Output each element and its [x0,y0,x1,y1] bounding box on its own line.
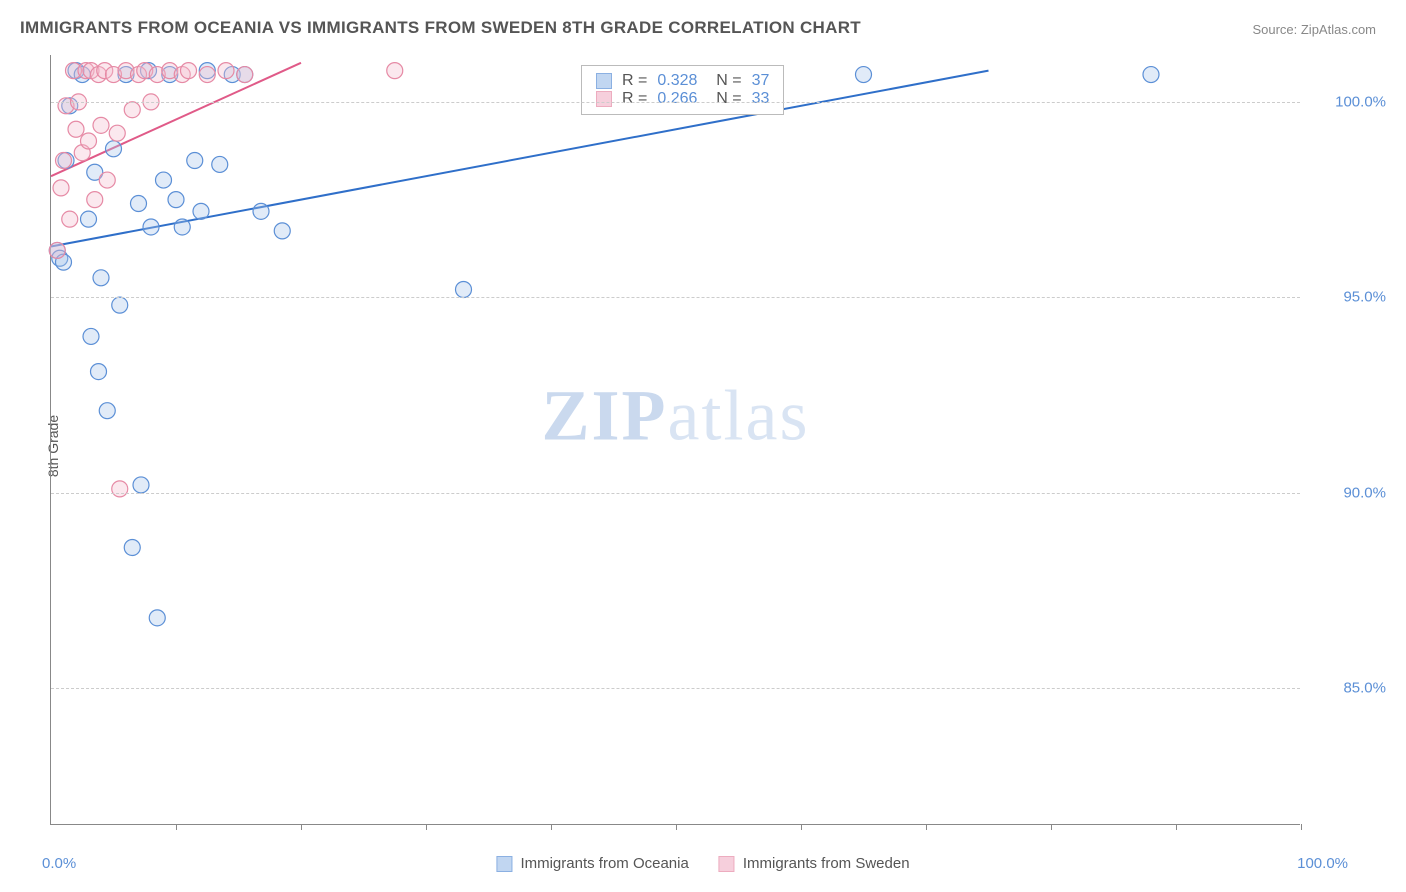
oceania-point [456,282,472,298]
oceania-point [253,203,269,219]
sweden-point [56,153,72,169]
oceania-point [1143,67,1159,83]
corr-n-label: N = [707,72,741,90]
sweden-legend-swatch [719,856,735,872]
x-tick-mark [1051,824,1052,830]
chart-title: IMMIGRANTS FROM OCEANIA VS IMMIGRANTS FR… [20,18,861,38]
sweden-point [199,67,215,83]
x-tick-max: 100.0% [1297,855,1348,872]
sweden-point [99,172,115,188]
y-tick-label: 90.0% [1343,484,1386,501]
sweden-point [218,63,234,79]
sweden-point [81,133,97,149]
corr-r-label: R = [622,90,647,108]
corr-r-value: 0.266 [657,90,697,108]
y-tick-label: 100.0% [1335,93,1386,110]
x-tick-mark [926,824,927,830]
oceania-legend-label: Immigrants from Oceania [520,855,688,872]
oceania-point [156,172,172,188]
corr-r-value: 0.328 [657,72,697,90]
oceania-point [143,219,159,235]
oceania-point [274,223,290,239]
x-tick-mark [301,824,302,830]
sweden-point [87,192,103,208]
sweden-swatch [596,91,612,107]
sweden-point [93,117,109,133]
oceania-legend-swatch [496,856,512,872]
gridline-h [51,688,1300,689]
sweden-point [112,481,128,497]
oceania-point [149,610,165,626]
x-tick-mark [676,824,677,830]
x-tick-mark [426,824,427,830]
sweden-point [68,121,84,137]
legend-item-sweden: Immigrants from Sweden [719,855,910,872]
sweden-point [53,180,69,196]
oceania-point [174,219,190,235]
sweden-legend-label: Immigrants from Sweden [743,855,910,872]
corr-n-value: 37 [752,72,770,90]
oceania-point [193,203,209,219]
gridline-h [51,297,1300,298]
oceania-point [112,297,128,313]
plot-area: ZIPatlas R = 0.328 N = 37R = 0.266 N = 3… [50,55,1300,825]
corr-r-label: R = [622,72,647,90]
oceania-point [83,328,99,344]
correlation-row-oceania: R = 0.328 N = 37 [596,72,769,90]
sweden-point [49,242,65,258]
x-tick-mark [801,824,802,830]
oceania-point [133,477,149,493]
oceania-point [91,364,107,380]
gridline-h [51,493,1300,494]
x-tick-mark [1176,824,1177,830]
oceania-point [187,153,203,169]
sweden-point [387,63,403,79]
x-tick-mark [176,824,177,830]
sweden-point [124,102,140,118]
oceania-point [212,156,228,172]
gridline-h [51,102,1300,103]
sweden-point [62,211,78,227]
x-tick-mark [551,824,552,830]
scatter-svg [51,55,1300,824]
sweden-point [181,63,197,79]
x-tick-mark [1301,824,1302,830]
sweden-point [109,125,125,141]
oceania-point [168,192,184,208]
oceania-point [81,211,97,227]
x-tick-min: 0.0% [42,855,76,872]
corr-n-label: N = [707,90,741,108]
source-attribution: Source: ZipAtlas.com [1252,22,1376,37]
correlation-row-sweden: R = 0.266 N = 33 [596,90,769,108]
corr-n-value: 33 [752,90,770,108]
oceania-point [124,539,140,555]
bottom-legend: Immigrants from Oceania Immigrants from S… [496,855,909,872]
correlation-legend-box: R = 0.328 N = 37R = 0.266 N = 33 [581,65,784,115]
sweden-point [237,67,253,83]
oceania-point [131,196,147,212]
y-tick-label: 85.0% [1343,680,1386,697]
oceania-swatch [596,73,612,89]
oceania-point [93,270,109,286]
y-tick-label: 95.0% [1343,289,1386,306]
oceania-point [99,403,115,419]
legend-item-oceania: Immigrants from Oceania [496,855,688,872]
oceania-point [856,67,872,83]
oceania-point [106,141,122,157]
